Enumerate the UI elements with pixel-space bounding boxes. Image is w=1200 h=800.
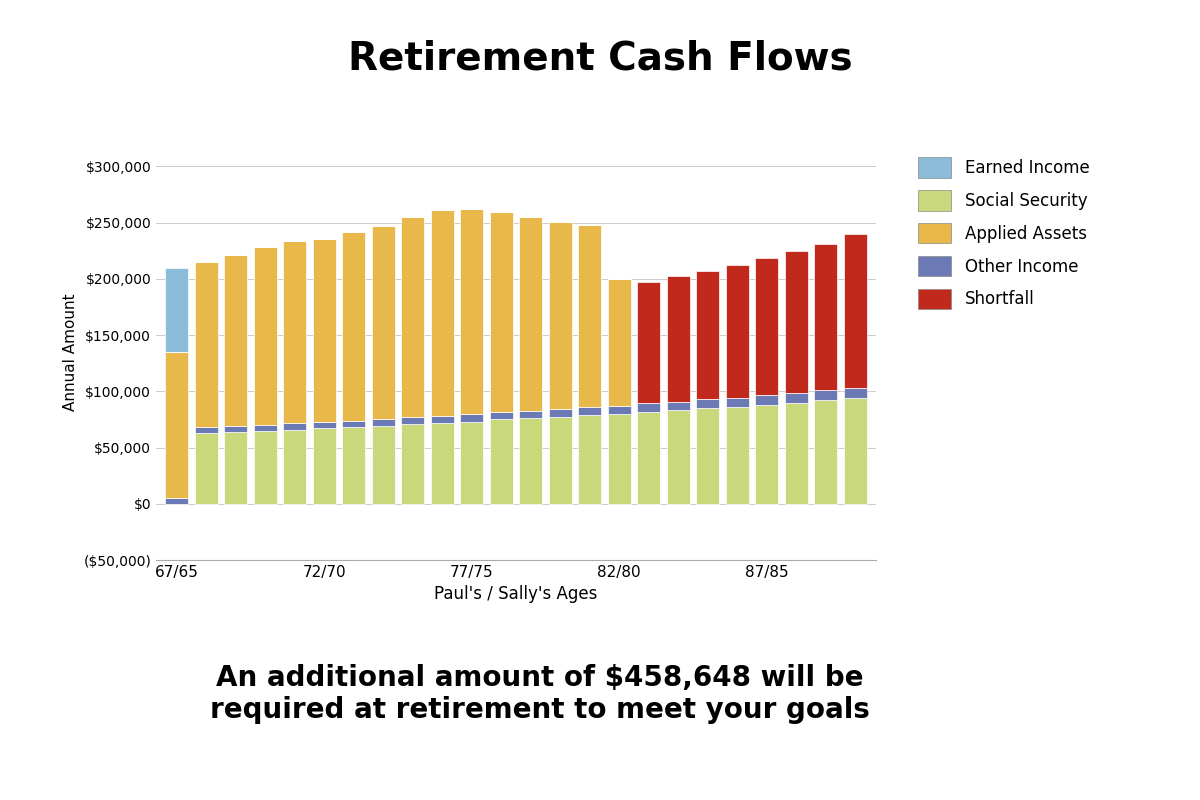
- Bar: [548, 222, 571, 410]
- Bar: [283, 242, 306, 423]
- Bar: [166, 352, 188, 498]
- Bar: [696, 271, 719, 399]
- Bar: [607, 414, 631, 504]
- Bar: [372, 226, 395, 419]
- Bar: [224, 426, 247, 432]
- Text: An additional amount of $458,648 will be
required at retirement to meet your goa: An additional amount of $458,648 will be…: [210, 664, 870, 725]
- Bar: [401, 418, 425, 424]
- Bar: [461, 209, 484, 414]
- Bar: [578, 407, 601, 415]
- Bar: [253, 425, 277, 430]
- Bar: [755, 395, 779, 405]
- Bar: [520, 217, 542, 411]
- Bar: [372, 426, 395, 504]
- Bar: [726, 398, 749, 407]
- Bar: [607, 406, 631, 414]
- Bar: [844, 398, 866, 504]
- Bar: [461, 414, 484, 422]
- Bar: [313, 429, 336, 504]
- Bar: [755, 258, 779, 395]
- Bar: [490, 212, 512, 412]
- Bar: [815, 390, 838, 400]
- Bar: [755, 405, 779, 504]
- Bar: [696, 408, 719, 504]
- Bar: [548, 410, 571, 418]
- Bar: [844, 234, 866, 388]
- Bar: [313, 239, 336, 422]
- Bar: [637, 403, 660, 411]
- Bar: [490, 412, 512, 419]
- Bar: [637, 411, 660, 504]
- Legend: Earned Income, Social Security, Applied Assets, Other Income, Shortfall: Earned Income, Social Security, Applied …: [913, 152, 1094, 314]
- Bar: [313, 422, 336, 429]
- Bar: [253, 247, 277, 425]
- Bar: [726, 266, 749, 398]
- Bar: [815, 400, 838, 504]
- Bar: [283, 430, 306, 504]
- Bar: [342, 232, 365, 421]
- Bar: [785, 402, 808, 504]
- Bar: [815, 244, 838, 390]
- Bar: [667, 402, 690, 410]
- Bar: [194, 433, 217, 504]
- Bar: [578, 225, 601, 407]
- Bar: [401, 217, 425, 418]
- Bar: [461, 422, 484, 504]
- Bar: [520, 411, 542, 418]
- Bar: [785, 393, 808, 402]
- Bar: [844, 388, 866, 398]
- Bar: [224, 432, 247, 504]
- Bar: [578, 415, 601, 504]
- Bar: [166, 268, 188, 352]
- Bar: [726, 407, 749, 504]
- Bar: [224, 255, 247, 426]
- Bar: [520, 418, 542, 504]
- Bar: [637, 282, 660, 403]
- Bar: [342, 421, 365, 427]
- Bar: [607, 279, 631, 406]
- Bar: [283, 423, 306, 430]
- Bar: [696, 399, 719, 408]
- Bar: [342, 427, 365, 504]
- Bar: [431, 423, 454, 504]
- Bar: [166, 498, 188, 504]
- Bar: [194, 427, 217, 433]
- Bar: [490, 419, 512, 504]
- Bar: [785, 251, 808, 393]
- Bar: [431, 416, 454, 423]
- X-axis label: Paul's / Sally's Ages: Paul's / Sally's Ages: [434, 586, 598, 603]
- Bar: [667, 410, 690, 504]
- Bar: [431, 210, 454, 416]
- Bar: [401, 424, 425, 504]
- Y-axis label: Annual Amount: Annual Amount: [62, 293, 78, 411]
- Bar: [667, 276, 690, 402]
- Bar: [194, 262, 217, 427]
- Bar: [253, 430, 277, 504]
- Bar: [372, 419, 395, 426]
- Bar: [548, 418, 571, 504]
- Text: Retirement Cash Flows: Retirement Cash Flows: [348, 40, 852, 78]
